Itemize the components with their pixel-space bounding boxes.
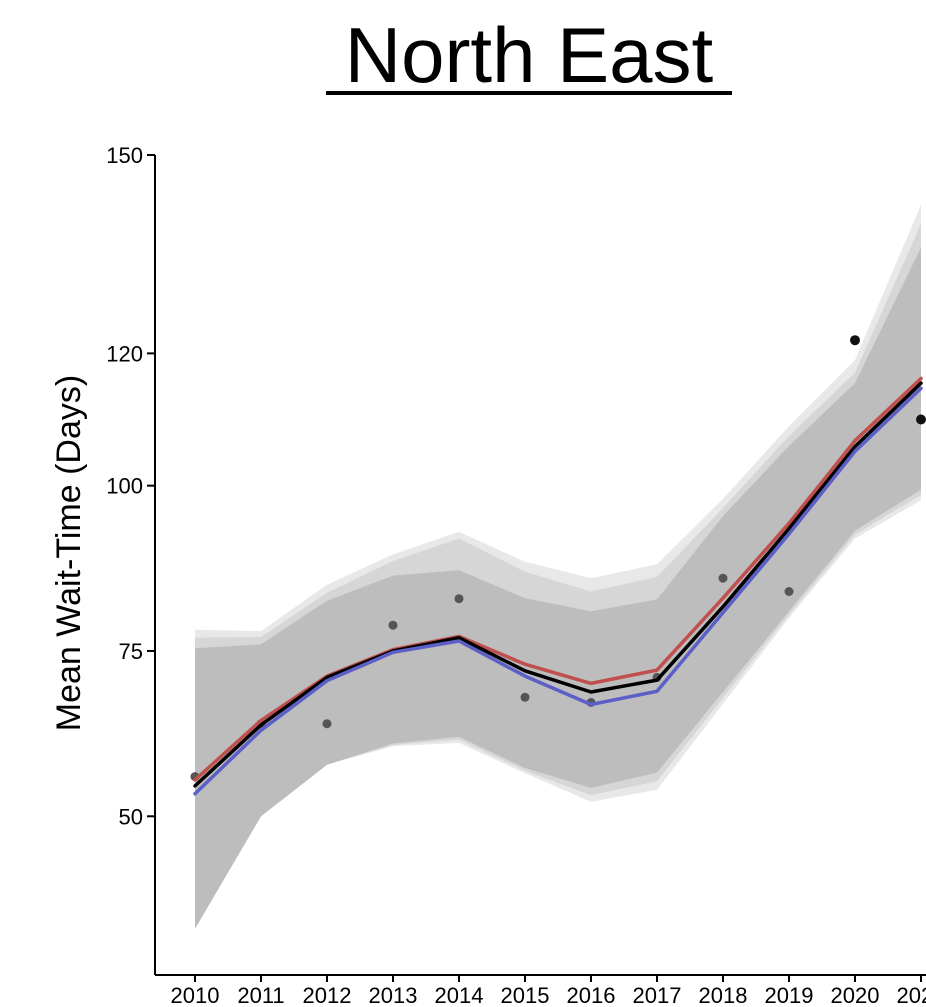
data-point-2021 [916, 414, 926, 425]
series-line-3 [193, 386, 923, 796]
y-tick-label-120: 120 [106, 341, 143, 366]
x-tick-label-2016: 2016 [567, 983, 616, 1007]
chart-title: North East [345, 11, 714, 99]
data-point-2018 [718, 573, 728, 583]
x-tick-label-2017: 2017 [633, 983, 682, 1007]
x-tick-label-2014: 2014 [435, 983, 484, 1007]
confidence-band-3 [195, 247, 921, 929]
data-point-2020 [850, 335, 860, 346]
data-point-2015 [520, 692, 530, 702]
x-tick-label-2012: 2012 [303, 983, 352, 1007]
y-tick-label-100: 100 [106, 474, 143, 499]
data-point-2012 [322, 719, 332, 729]
series-line-2 [193, 381, 923, 788]
x-tick-label-2010: 2010 [171, 983, 220, 1007]
data-point-2019 [784, 587, 794, 596]
x-tick-label-2015: 2015 [501, 983, 550, 1007]
x-tick-label-2013: 2013 [369, 983, 418, 1007]
x-tick-label-2011: 2011 [237, 983, 284, 1007]
x-tick-label-2019: 2019 [765, 983, 814, 1007]
data-point-2013 [388, 620, 398, 630]
x-tick-label-2018: 2018 [699, 983, 748, 1007]
y-tick-label-50: 50 [119, 804, 143, 829]
x-tick-label-2020: 2020 [831, 983, 880, 1007]
y-axis-label: Mean Wait-Time (Days) [50, 375, 88, 731]
x-tick-label-2021: 2021 [897, 983, 926, 1007]
data-point-2014 [454, 594, 464, 604]
y-tick-label-75: 75 [119, 639, 143, 664]
y-tick-label-150: 150 [106, 143, 143, 168]
